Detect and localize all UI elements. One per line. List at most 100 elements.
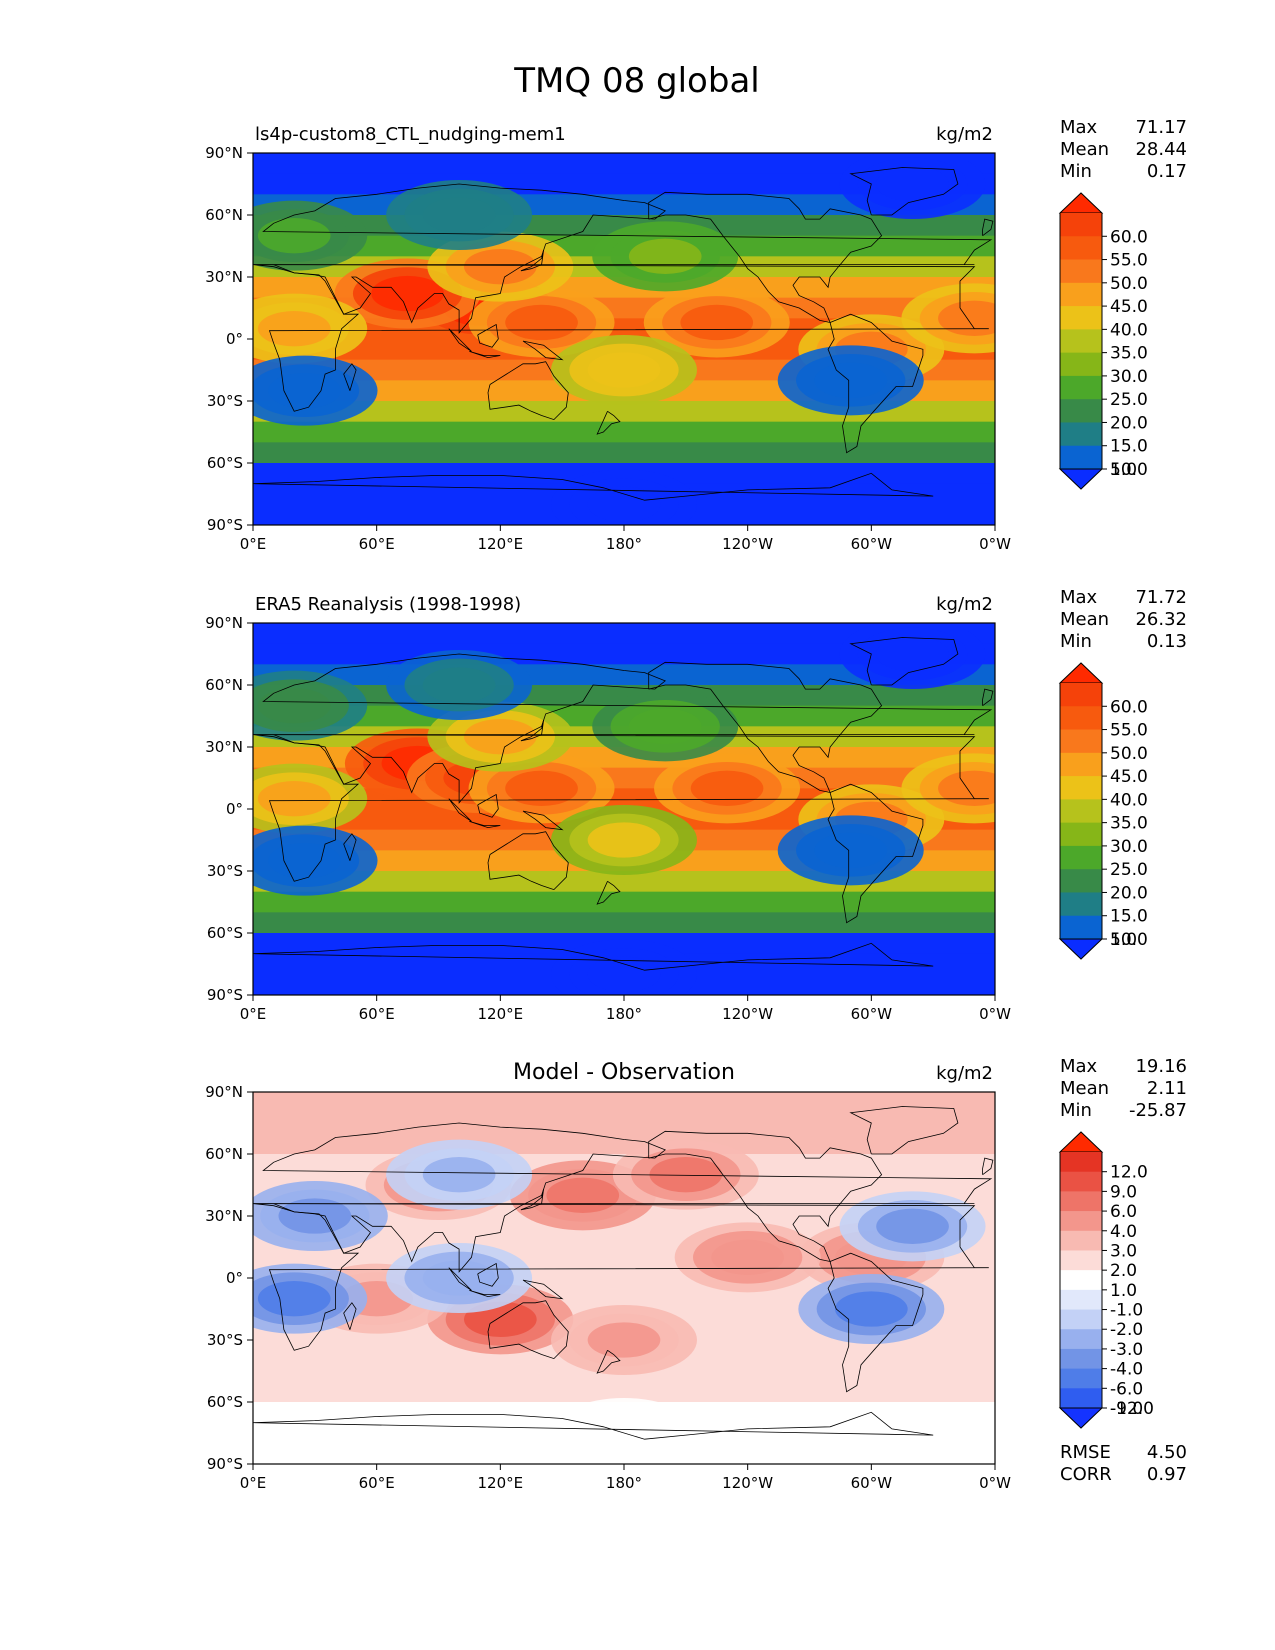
colorbar-extend-top <box>1058 192 1104 214</box>
colorbar-label: 50.0 <box>1110 274 1148 294</box>
colorbar-extend-top <box>1058 1131 1104 1153</box>
stat-value: 26.32 <box>1135 609 1187 630</box>
stat-value: 19.16 <box>1135 1056 1187 1077</box>
colorbar-bin <box>1060 352 1102 377</box>
x-tick-label: 120°W <box>722 1005 773 1023</box>
colorbar-bin <box>1060 445 1102 470</box>
y-tick-label: 60°N <box>205 1145 243 1163</box>
colorbar-label: 12.0 <box>1110 1163 1148 1183</box>
y-tick-label: 60°N <box>205 206 243 224</box>
data-blob <box>814 362 888 399</box>
x-tick-label: 180° <box>606 1474 642 1492</box>
colorbar-bin <box>1060 776 1102 800</box>
colorbar-bin <box>1060 236 1102 260</box>
coastline <box>477 1262 499 1287</box>
colorbar-label: 35.0 <box>1110 814 1148 834</box>
data-blob <box>422 1157 496 1193</box>
stat-label: Mean <box>1060 139 1109 160</box>
coastline <box>522 1279 564 1300</box>
colorbar-label: 15.0 <box>1110 437 1148 457</box>
colorbar-bin <box>1060 729 1102 754</box>
coastline <box>448 328 472 352</box>
coastline <box>827 313 924 454</box>
colorbar-label: 5.0 <box>1110 460 1137 480</box>
colorbar-bin <box>1060 306 1102 330</box>
y-tick-label: 90°S <box>207 986 243 1004</box>
colorbar-bin <box>1060 845 1102 870</box>
coastline <box>522 810 564 831</box>
x-tick-label: 120°W <box>722 535 773 553</box>
colorbar-label: -3.0 <box>1110 1340 1143 1360</box>
y-tick-label: 30°N <box>205 268 243 286</box>
coastline <box>596 1349 621 1374</box>
panel-title-left: ls4p-custom8_CTL_nudging-mem1 <box>255 124 566 145</box>
colorbar-label: 45.0 <box>1110 767 1148 787</box>
colorbar-label: 40.0 <box>1110 790 1148 810</box>
lat-band <box>253 1381 995 1403</box>
colorbar-bin <box>1060 1230 1102 1251</box>
coastline <box>487 1300 569 1360</box>
data-blob <box>257 218 331 254</box>
data-blob <box>876 636 949 672</box>
data-blob <box>464 719 537 755</box>
x-tick-label: 0°W <box>979 535 1011 553</box>
coastline <box>849 167 959 216</box>
data-blob <box>257 781 331 817</box>
coastline <box>982 688 994 707</box>
y-tick-label: 90°S <box>207 516 243 534</box>
panel-title-center: Model - Observation <box>513 1060 735 1085</box>
coastline <box>477 793 499 818</box>
x-tick-label: 180° <box>606 1005 642 1023</box>
data-blob <box>257 688 331 724</box>
coastline <box>520 250 544 272</box>
colorbar-bin <box>1060 1329 1102 1350</box>
colorbar-label: 1.0 <box>1110 1281 1137 1301</box>
coastline <box>343 1302 357 1330</box>
colorbar-bin <box>1060 1250 1102 1271</box>
coastline <box>982 218 994 237</box>
colorbar-label: -12.0 <box>1110 1399 1154 1419</box>
lat-band <box>253 891 995 913</box>
coastline <box>253 264 989 412</box>
map-field <box>253 153 995 525</box>
coastline <box>487 831 569 891</box>
data-blob <box>505 304 578 341</box>
colorbar-bin <box>1060 706 1102 730</box>
data-blob <box>422 197 496 233</box>
data-blob <box>268 843 341 879</box>
data-blob <box>587 956 661 992</box>
coastline <box>448 1267 472 1291</box>
stat-value: 71.72 <box>1135 587 1187 608</box>
coastline <box>522 340 564 361</box>
y-tick-label: 60°S <box>207 1393 243 1411</box>
coastline <box>253 653 993 804</box>
colorbar-bin <box>1060 1191 1102 1212</box>
colorbar-label: 30.0 <box>1110 367 1148 387</box>
data-blob <box>546 1177 620 1214</box>
stat-label: Min <box>1060 161 1092 182</box>
colorbar-bin <box>1060 282 1102 307</box>
y-tick-label: 60°N <box>205 676 243 694</box>
panel-units: kg/m2 <box>936 594 993 615</box>
lat-band <box>253 1112 995 1134</box>
x-tick-label: 60°E <box>359 1474 395 1492</box>
data-blob <box>257 311 331 347</box>
stat-label: Mean <box>1060 609 1109 630</box>
colorbar-label: 6.0 <box>1110 1202 1137 1222</box>
data-blob <box>711 1239 785 1276</box>
data-blob <box>464 248 537 285</box>
colorbar: 60.0 55.0 50.0 45.0 40.0 35.0 30.0 25.0 20.0 15.0… <box>1058 662 1148 960</box>
stat-label: Min <box>1060 631 1092 652</box>
coastline <box>448 798 472 822</box>
colorbar-label: 4.0 <box>1110 1222 1137 1242</box>
colorbar-label: 25.0 <box>1110 860 1148 880</box>
data-blob <box>690 770 764 806</box>
colorbar-bin <box>1060 1368 1102 1389</box>
corr-value: 0.97 <box>1147 1464 1187 1485</box>
colorbar-bin <box>1060 892 1102 917</box>
coastline <box>520 1189 544 1211</box>
colorbar-label: 9.0 <box>1110 1182 1137 1202</box>
colorbar-bin <box>1060 1388 1102 1409</box>
colorbar-bin <box>1060 752 1102 777</box>
